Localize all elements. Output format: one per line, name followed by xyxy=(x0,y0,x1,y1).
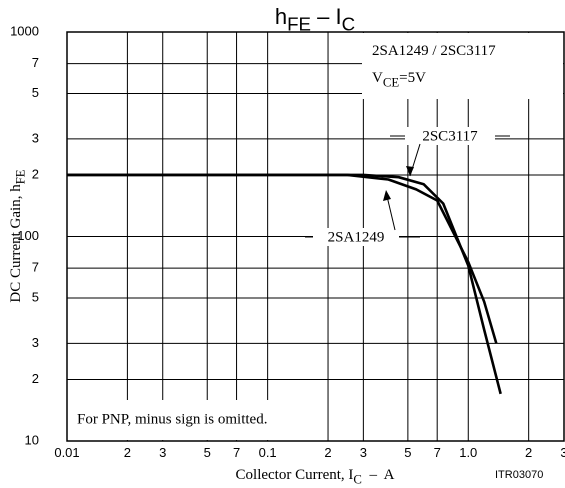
y-tick-label: 3 xyxy=(32,130,39,145)
note-box xyxy=(68,400,270,440)
y-tick-label: 10 xyxy=(25,432,39,447)
x-tick-label: 0.01 xyxy=(54,445,79,460)
x-tick-label: 7 xyxy=(233,445,240,460)
plot-area xyxy=(67,173,502,395)
chart-title: hFE – IC xyxy=(275,4,355,35)
text-part: =5V xyxy=(399,70,426,86)
x-tick-label: 2 xyxy=(324,445,331,460)
callout-box xyxy=(405,127,495,145)
annotation: 2SA1249 / 2SC3117 xyxy=(372,43,496,59)
subscript: C xyxy=(353,473,362,487)
y-tick-label: 3 xyxy=(32,335,39,350)
x-tick-label: 2 xyxy=(124,445,131,460)
x-tick-label: 5 xyxy=(404,445,411,460)
series-label: 2SA1249 xyxy=(328,229,385,245)
y-tick-label: 5 xyxy=(32,85,39,100)
annotation-box xyxy=(362,33,563,99)
subscript: CE xyxy=(383,76,400,90)
x-tick-label: 3 xyxy=(360,445,367,460)
y-tick-label: 2 xyxy=(32,371,39,386)
series-label: 2SC3117 xyxy=(422,128,478,144)
y-tick-label: 7 xyxy=(32,55,39,70)
curve xyxy=(67,173,498,344)
text-part: – A xyxy=(362,467,395,483)
note: For PNP, minus sign is omitted. xyxy=(77,411,267,427)
text-part: DC Current Gain, h xyxy=(8,184,24,303)
callouts: 2SC3117 2SA1249 xyxy=(305,127,510,246)
x-tick-label: 1.0 xyxy=(459,445,477,460)
y-axis-label: DC Current Gain, hFE xyxy=(8,169,28,302)
subscript: C xyxy=(342,14,356,35)
curve xyxy=(67,173,502,395)
x-tick-label: 7 xyxy=(434,445,441,460)
y-tick-label: 1000 xyxy=(10,23,39,38)
x-tick-label: 0.1 xyxy=(259,445,277,460)
text-part: h xyxy=(275,4,287,29)
text-part: 2SA1249 / 2SC3117 xyxy=(372,43,496,59)
x-tick-label: 5 xyxy=(204,445,211,460)
figure-code: ITR03070 xyxy=(495,469,543,481)
y-tick-label: 5 xyxy=(32,289,39,304)
arrow-head xyxy=(406,166,414,176)
subscript: FE xyxy=(287,14,311,35)
text-part: V xyxy=(372,70,383,86)
text-part: Collector Current, I xyxy=(236,467,354,483)
arrow-head xyxy=(383,190,391,201)
condition: VCE=5V xyxy=(372,70,426,90)
callout-box xyxy=(313,228,399,246)
y-tick-label: 100 xyxy=(17,228,39,243)
y-tick-label: 2 xyxy=(32,166,39,181)
plot-frame xyxy=(66,31,565,442)
x-tick-label: 3 xyxy=(159,445,166,460)
x-tick-label: 3 xyxy=(560,445,565,460)
subscript: FE xyxy=(14,169,28,184)
y-tick-label: 7 xyxy=(32,260,39,275)
x-axis-label: Collector Current, IC – A xyxy=(236,467,395,487)
text-part: – I xyxy=(311,4,342,29)
x-tick-label: 2 xyxy=(525,445,532,460)
